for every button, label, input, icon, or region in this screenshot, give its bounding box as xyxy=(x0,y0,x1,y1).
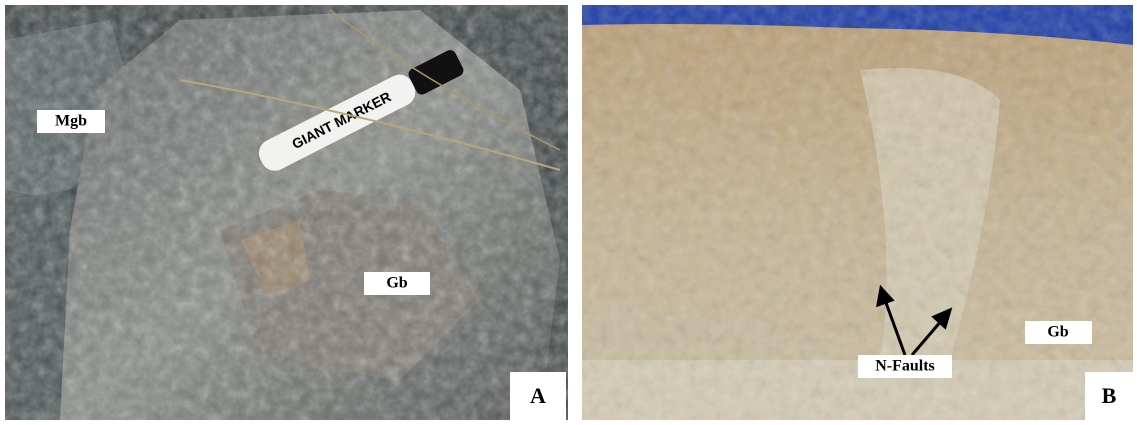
label-box xyxy=(37,110,105,133)
label-box xyxy=(858,355,952,378)
annotation: N-Faults xyxy=(875,358,935,375)
panel-label: A xyxy=(530,383,546,408)
label-box xyxy=(364,272,430,295)
panel-label: B xyxy=(1102,383,1117,408)
annotation: Mgb xyxy=(55,113,87,130)
label-box xyxy=(1025,321,1092,344)
annotation: Gb xyxy=(386,275,407,292)
photo-a: GIANT MARKER xyxy=(5,5,568,420)
label-box xyxy=(510,372,566,420)
arrows xyxy=(876,284,953,356)
label-box xyxy=(1085,372,1133,420)
annotation: Gb xyxy=(1047,324,1068,341)
photo-b xyxy=(582,5,1133,420)
